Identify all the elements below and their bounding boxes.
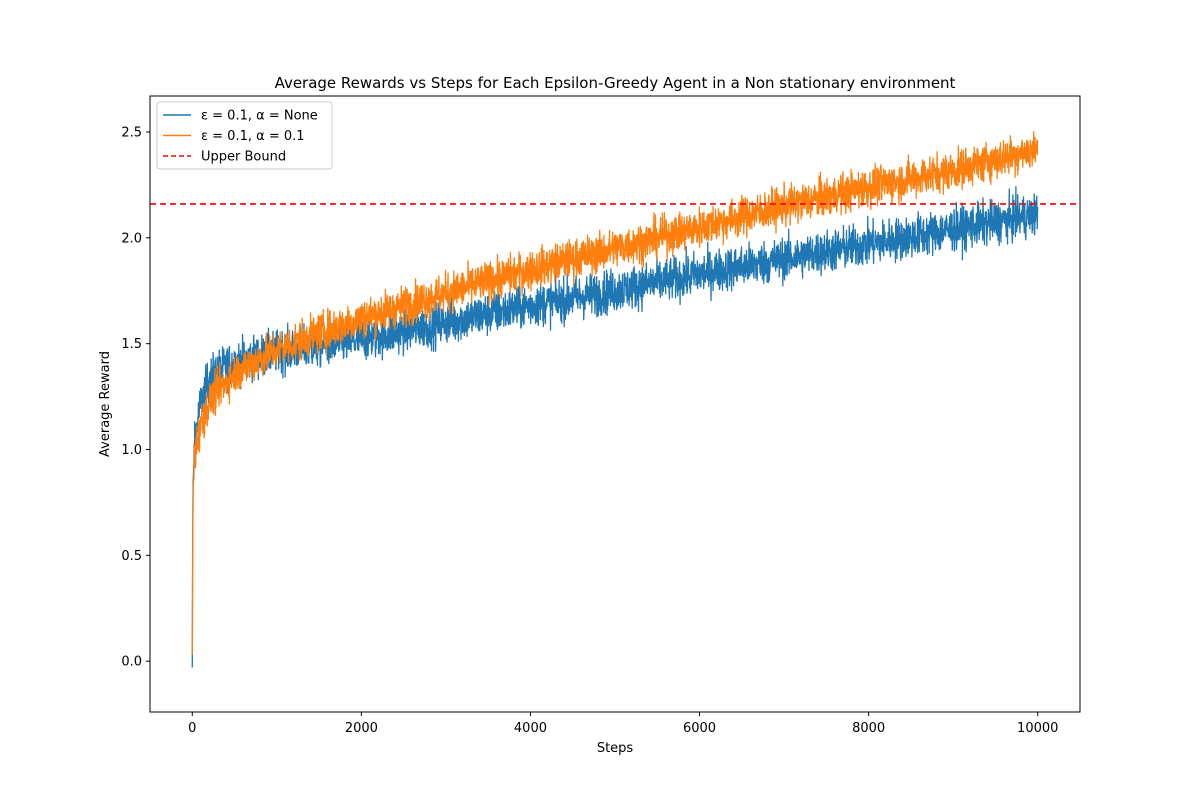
y-axis: 0.0 0.5 1.0 1.5 2.0 2.5 (121, 125, 150, 670)
plot-area (150, 131, 1080, 668)
legend: ε = 0.1, α = None ε = 0.1, α = 0.1 Upper B… (156, 101, 333, 170)
x-axis-label: Steps (597, 741, 634, 756)
series-line-1 (191, 186, 1039, 668)
x-axis: 0 2000 4000 6000 8000 10000 (188, 712, 1058, 736)
y-axis-label: Average Reward (98, 351, 113, 457)
x-tick-label: 0 (188, 721, 196, 736)
y-tick-label: 0.0 (121, 655, 142, 670)
chart-title: Average Rewards vs Steps for Each Epsilo… (275, 74, 956, 92)
x-tick-label: 6000 (683, 721, 716, 736)
x-tick-label: 4000 (514, 721, 547, 736)
y-tick-label: 2.5 (121, 125, 142, 140)
y-tick-label: 1.0 (121, 443, 142, 458)
legend-label: ε = 0.1, α = 0.1 (201, 129, 305, 144)
legend-label: ε = 0.1, α = None (201, 109, 318, 124)
legend-box (156, 101, 333, 170)
y-tick-label: 1.5 (121, 337, 142, 352)
series-line-2 (191, 131, 1039, 655)
y-tick-label: 0.5 (121, 549, 142, 564)
x-tick-label: 2000 (345, 721, 378, 736)
y-tick-label: 2.0 (121, 231, 142, 246)
x-tick-label: 10000 (1017, 721, 1058, 736)
axes-frame (149, 95, 1081, 713)
legend-label: Upper Bound (201, 150, 286, 165)
x-tick-label: 8000 (852, 721, 885, 736)
